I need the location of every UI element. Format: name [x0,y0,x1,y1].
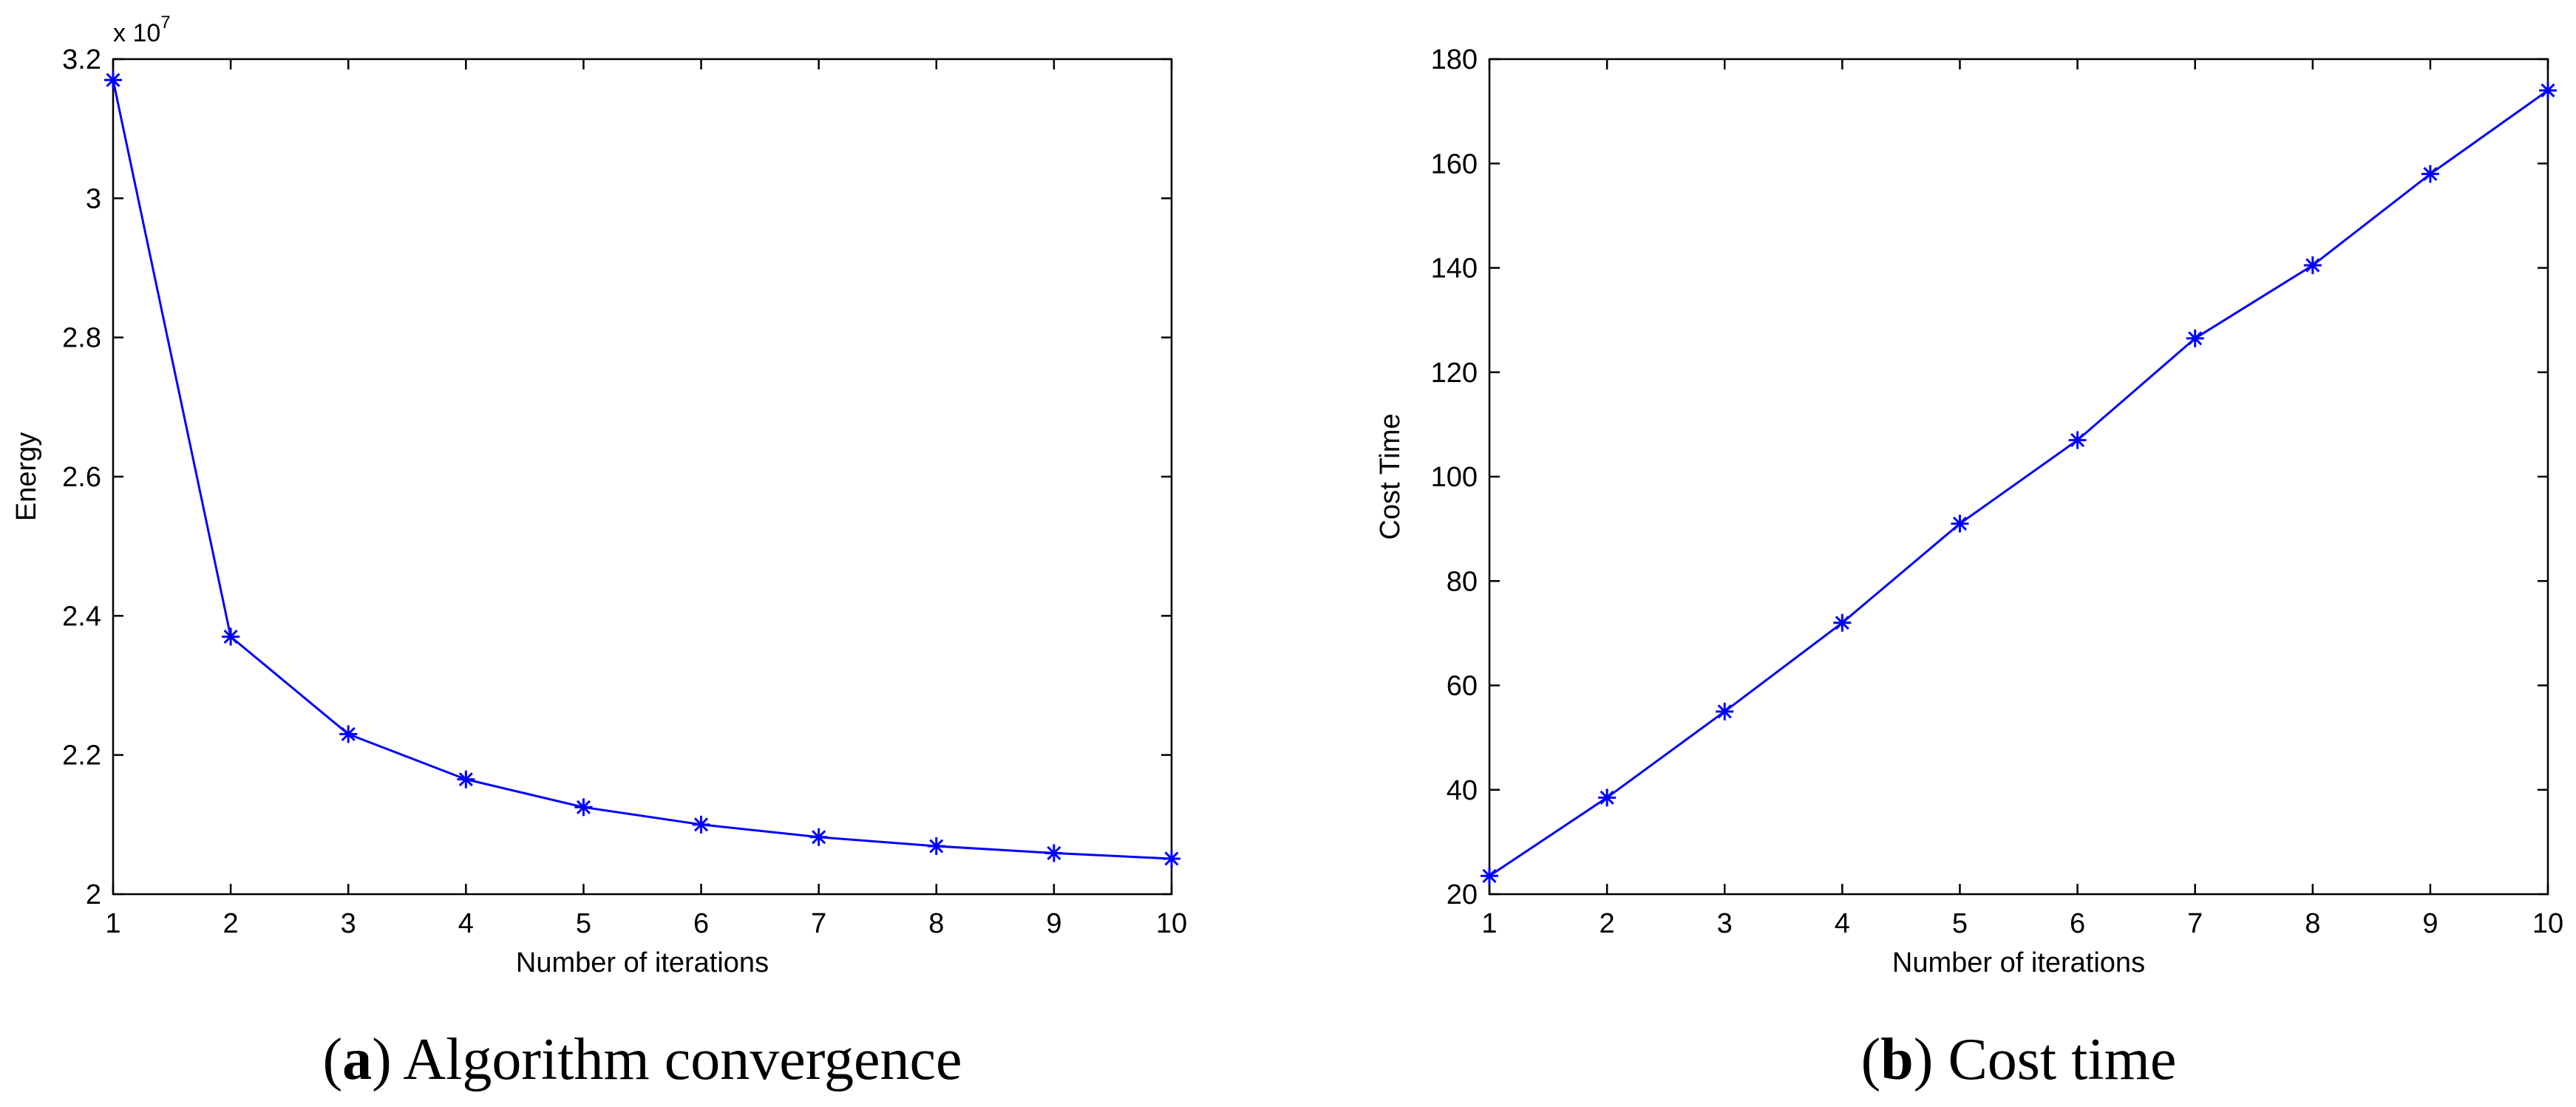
series-line [112,79,1172,860]
x-tick-label: 10 [2532,908,2563,939]
data-point-marker [1163,849,1180,868]
x-tick-label: 2 [1600,908,1615,939]
y-tick-label: 40 [1447,775,1478,806]
data-point-marker [1598,788,1617,807]
caption-text: Algorithm convergence [403,1027,962,1092]
x-tick-label: 7 [2187,908,2203,939]
caption: (a) Algorithm convergence [323,1027,962,1092]
y-tick-label: 3.2 [62,44,101,75]
y-axis: 20 40 60 80 100 120 140 160 180 [1431,44,2548,910]
chart-panel-cost-time: 20 40 60 80 100 120 140 160 180 1 2 3 4 5 6 7 8 9 10 Cost… [1375,44,2563,1092]
data-point-marker [574,798,593,817]
x-axis: 1 2 3 4 5 6 7 8 9 10 [1481,59,2563,939]
data-point-marker [1833,613,1852,632]
y-tick-label: 2 [86,879,101,910]
series-cost-time [1481,81,2557,885]
x-tick-label: 5 [1952,908,1968,939]
series-energy [104,71,1180,868]
caption-paren-open: ( [1861,1027,1881,1092]
chart-panel-energy: 22.22.42.62.833.2 1 2 3 4 5 6 7 8 9 10 Energy Num… [11,13,1187,1092]
x-tick-label: 3 [1717,908,1733,939]
multiplier-exponent: 7 [160,13,170,33]
x-tick-label: 4 [1835,908,1850,939]
data-point-marker [457,770,475,788]
data-point-marker [2068,431,2087,449]
y-axis-label: Energy [11,432,42,521]
x-axis-label: Number of iterations [516,947,769,978]
plot-frame [112,58,1173,896]
data-point-marker [2421,165,2439,183]
caption-label: b [1880,1027,1914,1092]
y-tick-label: 60 [1447,671,1478,702]
y-tick-label: 140 [1431,253,1478,285]
caption-paren-open: ( [323,1027,343,1092]
data-point-marker [222,627,240,646]
x-tick-label: 6 [693,908,709,939]
multiplier-base: x 10 [113,19,160,47]
data-point-marker [692,815,710,834]
y-tick-label: 2.6 [62,462,101,493]
data-point-marker [1481,867,1498,885]
y-tick-label: 3 [86,183,101,214]
x-tick-label: 3 [341,908,356,939]
y-tick-label: 100 [1431,462,1478,493]
data-point-marker [1044,844,1063,862]
x-tick-label: 7 [811,908,826,939]
y-tick-label: 20 [1447,879,1478,910]
data-point-marker [1951,514,1969,533]
caption-paren-close: ) [1914,1027,1948,1092]
y-axis: 2 2.2 2.4 2.6 2.8 3 3.2 [62,44,1172,910]
y-axis-multiplier: x 107 [113,13,171,47]
x-tick-label: 4 [458,908,474,939]
y-axis-label: Cost Time [1375,413,1406,539]
x-tick-label: 8 [2305,908,2320,939]
y-tick-label: 120 [1431,358,1478,389]
plot-frame [1488,58,2549,896]
data-point-marker [927,837,945,856]
x-tick-label: 9 [1046,908,1061,939]
caption-text: Cost time [1948,1027,2176,1092]
data-point-marker [104,71,122,89]
x-tick-label: 5 [576,908,591,939]
caption-paren-close: ) [372,1027,403,1092]
y-tick-label: 80 [1447,566,1478,597]
x-tick-label: 10 [1156,908,1187,939]
x-axis-label: Number of iterations [1892,947,2145,978]
y-tick-label: 2.4 [62,601,101,632]
caption-label: a [342,1027,372,1092]
x-tick-label: 2 [223,908,239,939]
x-axis: 1 2 3 4 5 6 7 8 9 10 [105,59,1187,939]
y-tick-label: 180 [1431,44,1478,75]
y-tick-label: 2.2 [62,740,101,772]
data-point-marker [809,828,828,846]
data-point-marker [2186,329,2204,347]
data-point-marker [339,725,358,743]
y-tick-label: 160 [1431,149,1478,180]
data-point-marker [1716,702,1734,721]
data-point-marker [2539,81,2557,100]
y-tick-label: 2.8 [62,323,101,354]
data-point-marker [2303,256,2322,274]
x-tick-label: 9 [2422,908,2438,939]
x-tick-label: 1 [1481,908,1497,939]
x-tick-label: 6 [2070,908,2085,939]
x-tick-label: 1 [105,908,120,939]
series-line [1489,89,2549,877]
x-tick-label: 8 [928,908,944,939]
caption: (b) Cost time [1861,1027,2177,1092]
